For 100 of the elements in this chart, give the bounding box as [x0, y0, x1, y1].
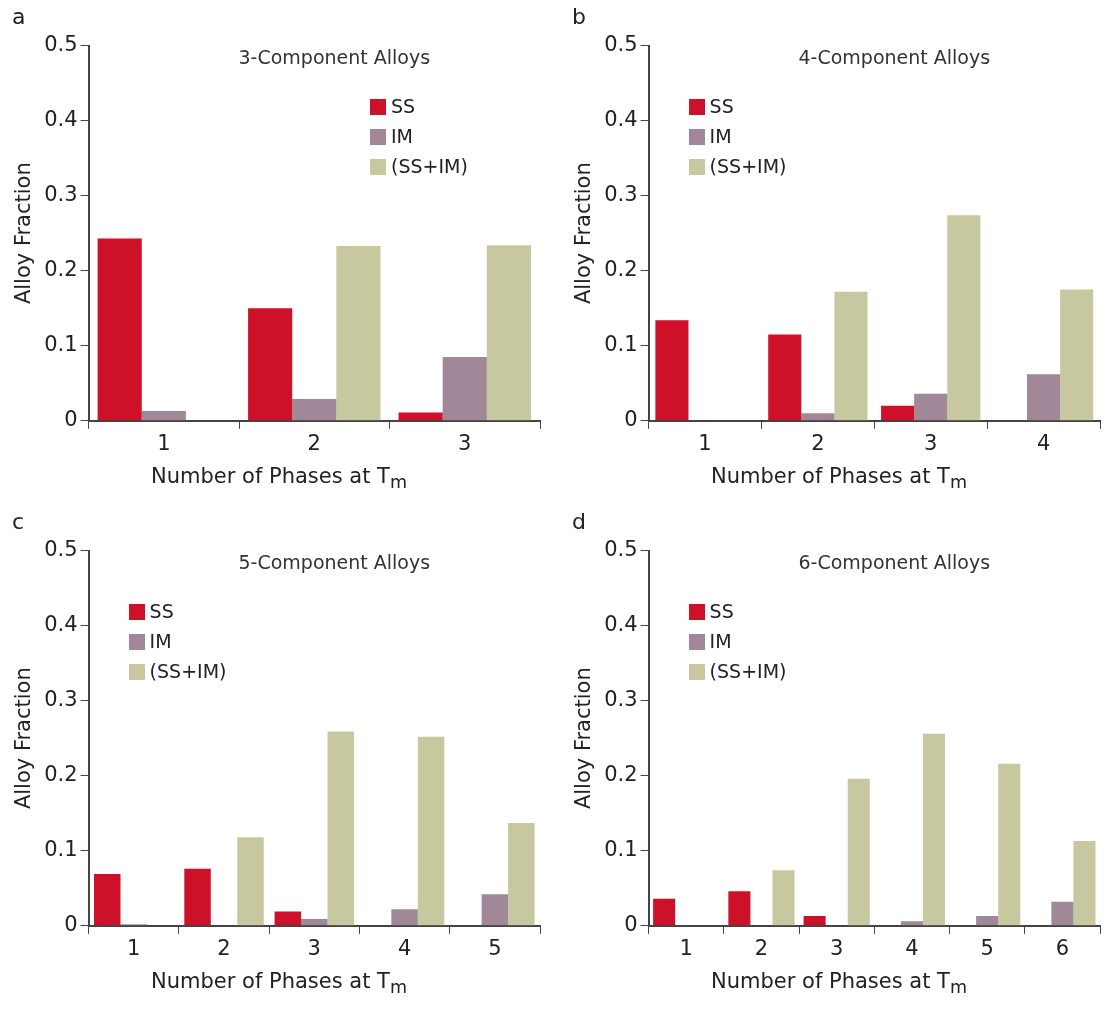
y-tick-label: 0 — [64, 912, 78, 937]
y-tick-label: 0.1 — [604, 837, 638, 862]
legend-label: IM — [709, 124, 732, 147]
text: a — [12, 4, 26, 29]
y-tick-label: 0.3 — [44, 182, 78, 207]
legend-label: IM — [149, 629, 172, 652]
bar — [336, 245, 381, 421]
y-tick-label: 0.5 — [604, 32, 638, 57]
bar — [398, 412, 443, 421]
y-tick-label: 0.1 — [604, 332, 638, 357]
bar — [847, 778, 870, 926]
y-tick-label: 0.3 — [44, 687, 78, 712]
y-tick-label: 0.4 — [44, 612, 78, 637]
x-tick-label: 5 — [980, 935, 994, 960]
bar — [655, 320, 689, 421]
x-axis-title: Number of Phases at T$_{m}$ — [710, 969, 968, 998]
bar — [184, 868, 211, 926]
legend-label: (SS+IM) — [391, 154, 468, 177]
bar — [141, 411, 186, 421]
chart-title: 6-Component Alloys — [798, 551, 991, 574]
bar — [801, 413, 835, 421]
y-tick-label: 0.4 — [604, 612, 638, 637]
legend-label: SS — [149, 599, 174, 622]
bar — [772, 870, 795, 926]
y-tick-label: 0 — [624, 912, 638, 937]
bar — [327, 731, 355, 926]
y-tick-label: 0.4 — [604, 107, 638, 132]
chart-title: 4-Component Alloys — [798, 46, 991, 69]
legend-label: (SS+IM) — [709, 154, 787, 177]
y-tick-label: 0.4 — [44, 107, 78, 132]
x-tick-label: 1 — [679, 935, 693, 960]
x-tick-label: 4 — [905, 935, 919, 960]
bar — [248, 308, 293, 421]
bar — [768, 334, 802, 421]
y-tick-label: 0.3 — [604, 182, 638, 207]
x-tick-label: 5 — [488, 935, 502, 960]
bar — [486, 245, 531, 421]
bar — [1073, 841, 1096, 926]
text: d — [572, 509, 586, 534]
text: b — [572, 4, 586, 29]
legend-label: IM — [709, 629, 732, 652]
bar — [881, 405, 915, 421]
bar — [237, 837, 264, 926]
x-axis-title: Number of Phases at T$_{m}$ — [150, 464, 408, 493]
text: c — [12, 509, 25, 534]
y-tick-label: 0.2 — [44, 257, 78, 282]
bar — [508, 823, 535, 926]
legend-label: (SS+IM) — [709, 659, 787, 682]
y-axis-title: Alloy Fraction — [571, 162, 596, 305]
x-tick-label: 4 — [1036, 430, 1051, 455]
y-tick-label: 0.5 — [604, 537, 638, 562]
x-tick-label: 1 — [698, 430, 712, 455]
bar — [391, 909, 418, 926]
bar — [442, 357, 487, 421]
y-axis-title: Alloy Fraction — [11, 667, 36, 810]
legend-label: SS — [709, 599, 734, 622]
chart-title: 5-Component Alloys — [238, 551, 431, 574]
legend-label: SS — [709, 94, 734, 117]
x-axis-title: Number of Phases at T$_{m}$ — [710, 464, 968, 493]
bar — [922, 733, 946, 926]
y-tick-label: 0.3 — [604, 687, 638, 712]
x-tick-label: 6 — [1055, 935, 1070, 960]
chart-title: 3-Component Alloys — [238, 46, 431, 69]
bar — [900, 921, 923, 926]
bar — [94, 874, 121, 926]
y-tick-label: 0.5 — [44, 537, 78, 562]
x-tick-label: 2 — [754, 935, 769, 960]
x-tick-label: 2 — [811, 430, 825, 455]
bar — [97, 238, 142, 421]
x-tick-label: 2 — [307, 430, 321, 455]
y-tick-label: 0.1 — [44, 837, 78, 862]
legend-label: SS — [391, 94, 416, 117]
x-tick-label: 3 — [829, 935, 844, 960]
bar — [803, 916, 826, 926]
bar — [1027, 374, 1061, 421]
bar — [481, 894, 509, 926]
x-axis-title: Number of Phases at T$_{m}$ — [150, 969, 408, 998]
bar — [1051, 901, 1074, 926]
y-tick-label: 0.1 — [44, 332, 78, 357]
bar — [1060, 289, 1094, 421]
bar — [292, 399, 337, 421]
y-tick-label: 0.2 — [44, 762, 78, 787]
y-tick-label: 0.2 — [604, 257, 638, 282]
y-tick-label: 0 — [624, 407, 638, 432]
bar — [834, 291, 868, 421]
y-tick-label: 0.2 — [604, 762, 638, 787]
legend-label: IM — [391, 124, 413, 147]
x-tick-label: 1 — [127, 935, 141, 960]
x-tick-label: 1 — [157, 430, 171, 455]
bar — [653, 898, 676, 926]
bar — [417, 736, 445, 926]
y-tick-label: 0.5 — [44, 32, 78, 57]
bar — [914, 393, 948, 421]
y-axis-title: Alloy Fraction — [571, 667, 596, 810]
x-tick-label: 2 — [217, 935, 231, 960]
bar — [947, 215, 981, 421]
bar — [301, 919, 328, 926]
y-axis-title: Alloy Fraction — [11, 162, 36, 305]
x-tick-label: 3 — [307, 935, 321, 960]
x-tick-label: 3 — [924, 430, 938, 455]
